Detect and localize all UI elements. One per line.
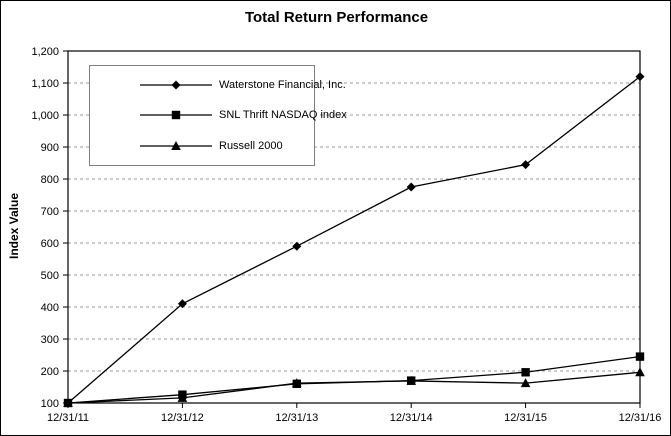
chart-title: Total Return Performance xyxy=(244,9,429,26)
x-tick-label: 12/31/16 xyxy=(619,412,662,424)
legend-item-waterstone: Waterstone Financial, Inc. xyxy=(90,79,346,91)
x-tick-label: 12/31/15 xyxy=(504,412,547,424)
y-tick-label: 900 xyxy=(41,142,59,154)
diamond-marker-icon xyxy=(171,80,181,90)
triangle-marker-icon xyxy=(63,398,73,407)
diamond-marker-icon xyxy=(521,160,531,170)
y-tick-label: 400 xyxy=(41,302,59,314)
legend-label: Waterstone Financial, Inc. xyxy=(219,79,346,92)
series-line xyxy=(67,76,641,404)
square-marker-icon xyxy=(635,352,645,361)
x-tick-label: 12/31/14 xyxy=(390,412,433,424)
legend-item-snl-thrift: SNL Thrift NASDAQ index xyxy=(90,109,347,121)
legend-item-russell-2000: Russell 2000 xyxy=(90,140,314,152)
diamond-marker-icon xyxy=(292,241,302,251)
y-tick-label: 100 xyxy=(41,398,59,410)
triangle-marker-icon xyxy=(635,367,645,377)
y-tick-label: 200 xyxy=(41,366,59,378)
square-marker-icon xyxy=(171,111,181,120)
y-tick-label: 600 xyxy=(41,238,59,250)
y-tick-label: 800 xyxy=(41,174,59,186)
triangle-marker-icon xyxy=(171,140,181,150)
waterstone-line-sample xyxy=(140,80,212,90)
legend-label: Russell 2000 xyxy=(219,139,283,152)
x-tick-label: 12/31/13 xyxy=(275,412,318,424)
legend: Waterstone Financial, Inc. SNL Thrift NA… xyxy=(89,65,347,166)
diamond-marker-icon xyxy=(177,299,187,309)
y-tick-label: 1,200 xyxy=(31,46,59,58)
legend-label: SNL Thrift NASDAQ index xyxy=(219,109,347,122)
y-tick-label: 300 xyxy=(41,334,59,346)
triangle-marker-icon xyxy=(292,378,302,388)
triangle-marker-icon xyxy=(520,378,531,388)
x-tick-label: 12/31/11 xyxy=(47,412,89,424)
triangle-marker-icon xyxy=(406,375,416,385)
russell-2000-line-sample xyxy=(140,140,212,150)
square-marker-icon xyxy=(521,368,530,377)
diamond-marker-icon xyxy=(635,72,645,82)
y-tick-label: 500 xyxy=(41,270,59,282)
series-line xyxy=(67,371,641,404)
triangle-marker-icon xyxy=(177,392,188,402)
snl-thrift-line-sample xyxy=(140,111,212,120)
x-tick-label: 12/31/12 xyxy=(161,412,204,424)
y-tick-label: 1,100 xyxy=(31,78,59,90)
y-tick-label: 1,000 xyxy=(31,110,59,122)
y-tick-label: 700 xyxy=(41,206,59,218)
plot-frame xyxy=(67,50,641,404)
diamond-marker-icon xyxy=(406,182,416,192)
